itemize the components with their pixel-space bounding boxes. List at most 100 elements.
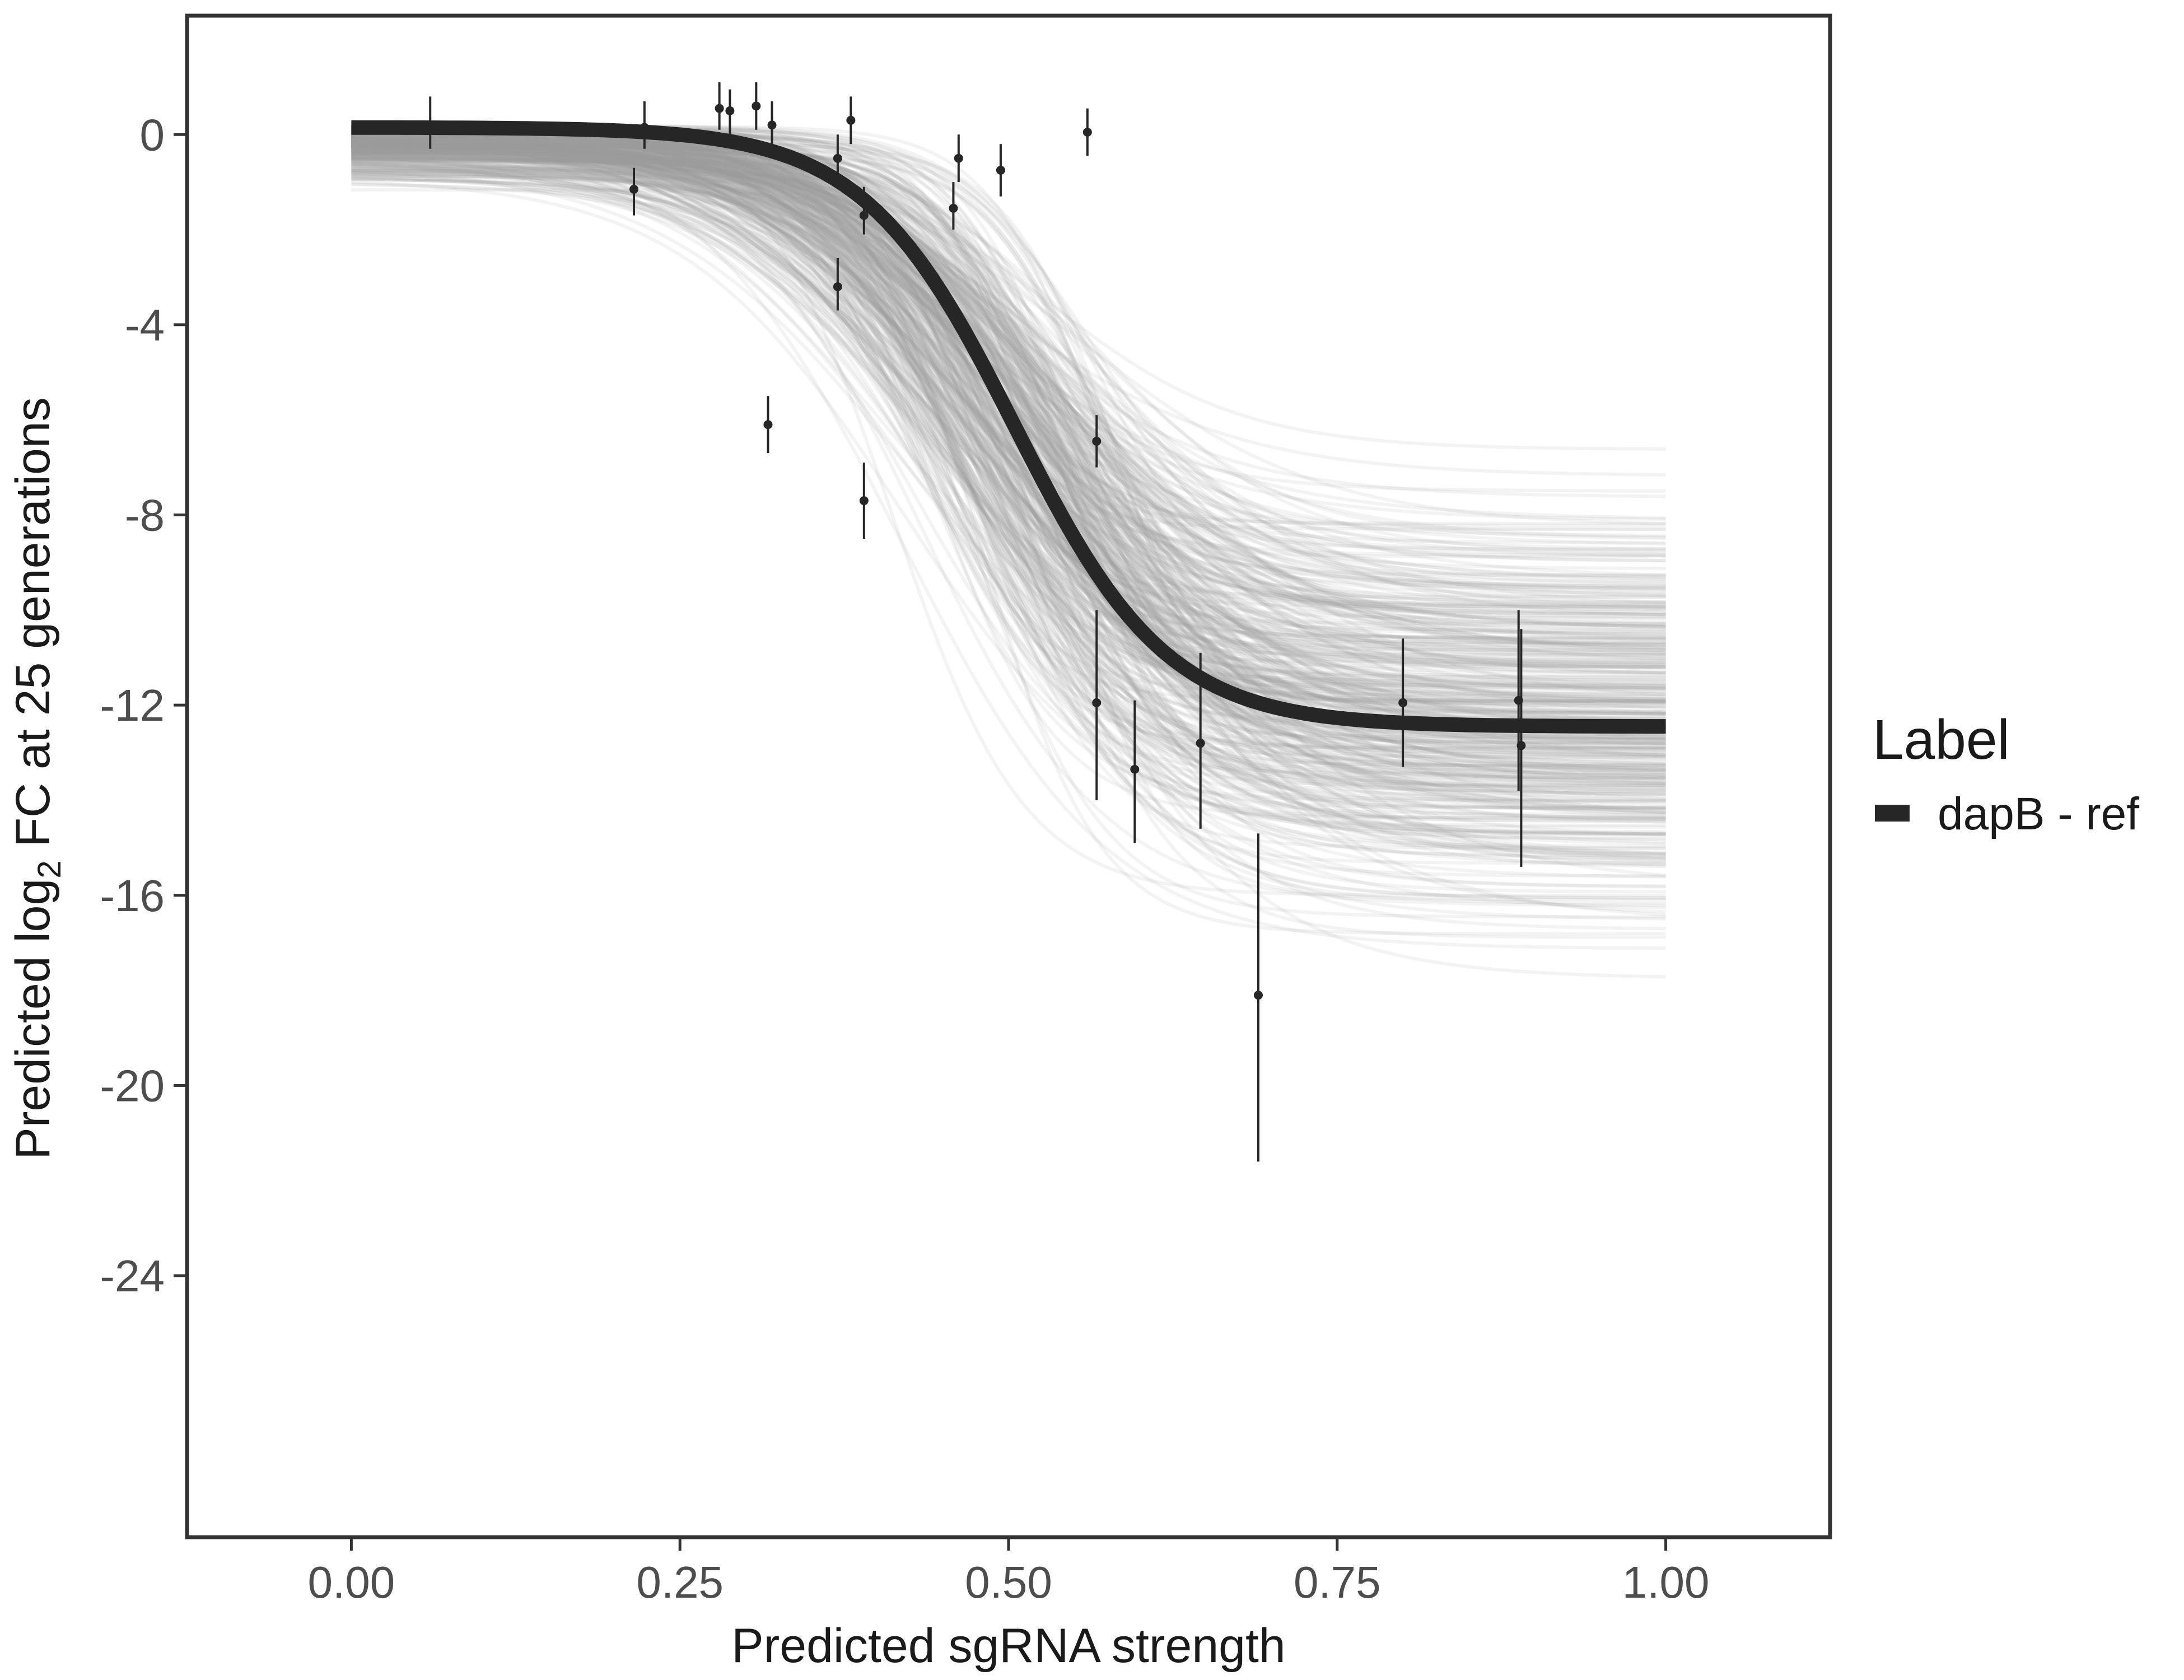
posterior-draw-line: [351, 162, 1666, 701]
posterior-draw-line: [351, 149, 1666, 759]
posterior-draw-line: [351, 173, 1666, 666]
posterior-draw-line: [351, 140, 1666, 740]
posterior-draw-line: [351, 138, 1666, 557]
posterior-draw-line: [351, 138, 1666, 655]
y-axis-title-subscript: 2: [31, 860, 68, 878]
legend-key-dapb-ref: [1875, 805, 1910, 822]
posterior-draw-line: [351, 134, 1666, 546]
posterior-draw-line: [351, 141, 1666, 585]
posterior-draw-line: [351, 155, 1666, 683]
posterior-draw-line: [351, 130, 1666, 629]
posterior-draw-line: [351, 162, 1666, 813]
plot-panel-border: [185, 13, 1832, 1539]
posterior-draw-line: [351, 157, 1666, 745]
posterior-draw-line: [351, 170, 1666, 750]
posterior-draw-line: [351, 171, 1666, 627]
posterior-draw-line: [351, 157, 1666, 715]
posterior-draw-line: [351, 144, 1666, 823]
posterior-draw-line: [351, 139, 1666, 814]
posterior-draw-line: [351, 136, 1666, 702]
posterior-draw-line: [351, 144, 1666, 759]
posterior-draw-line: [351, 129, 1666, 741]
posterior-draw-line: [351, 144, 1666, 690]
x-axis-title: Predicted sgRNA strength: [731, 1619, 1286, 1673]
posterior-draw-line: [351, 135, 1666, 615]
posterior-draw-line: [351, 136, 1666, 669]
posterior-draw-line: [351, 151, 1666, 802]
data-point: [859, 496, 869, 506]
posterior-draw-line: [351, 127, 1666, 743]
posterior-draw-line: [351, 142, 1666, 744]
posterior-draw-line: [351, 156, 1666, 686]
posterior-draw-line: [351, 137, 1666, 919]
posterior-draw-line: [351, 133, 1666, 787]
posterior-draw-line: [351, 143, 1666, 712]
posterior-draw-line: [351, 160, 1666, 741]
legend-title: Label: [1873, 708, 2010, 771]
posterior-draw-line: [351, 151, 1666, 609]
y-tick-label: -4: [125, 300, 165, 350]
data-point: [1253, 991, 1263, 1000]
posterior-draw-line: [351, 137, 1666, 778]
posterior-draw-line: [351, 128, 1666, 867]
posterior-draw-line: [351, 137, 1666, 863]
posterior-draw-line: [351, 134, 1666, 598]
posterior-draw-line: [351, 152, 1666, 696]
y-tick-label: -24: [100, 1251, 165, 1301]
posterior-draw-line: [351, 178, 1666, 642]
posterior-draw-line: [351, 169, 1666, 810]
posterior-draw-line: [351, 136, 1666, 950]
posterior-draw-line: [351, 158, 1666, 651]
posterior-draw-line: [351, 171, 1666, 856]
data-point: [725, 106, 735, 115]
y-axis-title: Predicted log2 FC at 25 generations: [6, 397, 68, 1159]
posterior-draw-line: [351, 139, 1666, 610]
posterior-draw-line: [351, 156, 1666, 788]
posterior-draw-line: [351, 139, 1666, 739]
posterior-draw-line: [351, 150, 1666, 605]
posterior-draw-line: [351, 132, 1666, 563]
posterior-draw-line: [351, 134, 1666, 722]
posterior-draw-line: [351, 148, 1666, 786]
data-point: [846, 115, 856, 125]
data-point: [1092, 698, 1102, 707]
legend-label-dapb-ref: dapB - ref: [1938, 788, 2139, 839]
posterior-draw-line: [351, 141, 1666, 768]
posterior-draw-line: [351, 136, 1666, 745]
posterior-draw-line: [351, 161, 1666, 909]
posterior-draw-line: [351, 171, 1666, 921]
posterior-draw-line: [351, 128, 1666, 796]
data-point: [996, 165, 1005, 175]
posterior-draw-line: [351, 139, 1666, 539]
posterior-draw-line: [351, 129, 1666, 879]
posterior-draw-line: [351, 152, 1666, 771]
posterior-draw-line: [351, 170, 1666, 629]
posterior-draw-line: [351, 138, 1666, 745]
posterior-draw-line: [351, 136, 1666, 696]
posterior-draw-line: [351, 136, 1666, 525]
posterior-draw-line: [351, 146, 1666, 721]
posterior-draw-line: [351, 182, 1666, 626]
fitted-curve-dapb-ref: [351, 120, 1666, 734]
posterior-draw-line: [351, 128, 1666, 620]
posterior-draw-line: [351, 159, 1666, 662]
data-point: [949, 203, 958, 213]
posterior-draw-line: [351, 152, 1666, 777]
posterior-draw-line: [351, 157, 1666, 811]
posterior-draw-line: [351, 152, 1666, 640]
posterior-draw-line: [351, 174, 1666, 638]
posterior-draw-line: [351, 166, 1666, 827]
data-point: [752, 101, 761, 111]
posterior-draw-line: [351, 134, 1666, 939]
x-axis: 0.00 0.25 0.50 0.75 1.00: [308, 1539, 1709, 1607]
posterior-draw-line: [351, 130, 1666, 730]
data-points: [426, 82, 1526, 1162]
posterior-draw-line: [351, 150, 1666, 687]
posterior-draw-line: [351, 141, 1666, 860]
posterior-draw-line: [351, 144, 1666, 702]
posterior-draw-line: [351, 134, 1666, 641]
posterior-draw-line: [351, 144, 1666, 703]
posterior-draw-line: [351, 139, 1666, 625]
posterior-draw-line: [351, 138, 1666, 552]
posterior-draw-line: [351, 153, 1666, 701]
